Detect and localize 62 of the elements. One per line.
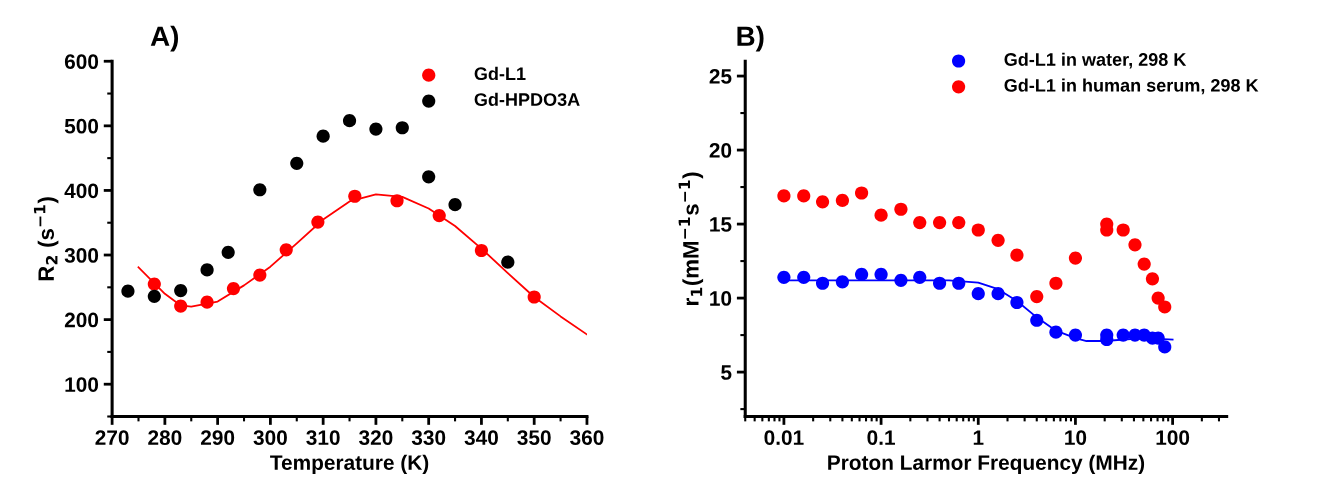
y-tick-label: 300 [64, 248, 99, 263]
point [422, 170, 436, 184]
y-axis-title: R$_{2}$ (s$^{−1}$) [33, 197, 59, 281]
point [253, 183, 267, 197]
x-tick-label: 300 [253, 430, 287, 446]
x-tick-label: 360 [570, 430, 604, 446]
y-tick-label: 10 [710, 291, 732, 306]
chart-title: B) [737, 25, 764, 52]
x-tick-label: 0.1 [867, 430, 895, 445]
chart-title: A) [150, 25, 179, 52]
y-tick-label: 100 [65, 377, 99, 392]
point [121, 284, 135, 298]
point [174, 283, 188, 298]
x-axis-title: Temperature (K) [270, 454, 429, 475]
point [390, 194, 404, 208]
x-tick-label: 320 [359, 430, 393, 446]
legend-label: Gd-HPDO3A [474, 92, 580, 106]
x-tick-label: 280 [148, 430, 182, 445]
y-tick-label: 200 [64, 312, 99, 328]
x-tick-label: 0.01 [764, 430, 804, 445]
point [474, 243, 489, 258]
y-tick-label: 500 [64, 118, 99, 134]
x-tick-label: 10 [1065, 430, 1087, 445]
x-tick-label: 270 [95, 430, 129, 445]
point [316, 129, 330, 143]
point [342, 114, 357, 128]
x-tick-label: 350 [517, 430, 551, 446]
y-tick-label: 25 [709, 69, 732, 84]
point [147, 289, 161, 303]
point [290, 156, 304, 170]
point [311, 215, 325, 229]
point [369, 122, 383, 136]
point [221, 245, 235, 260]
point [432, 209, 446, 223]
point [279, 243, 293, 257]
y-tick-label: 5 [721, 365, 732, 380]
legend-label: Gd-L1 in water, 298 K [1004, 52, 1187, 69]
point [174, 299, 188, 313]
point [147, 277, 161, 291]
x-axis-title: Proton Larmor Frequency (MHz) [828, 454, 1145, 475]
x-tick-label: 340 [464, 430, 498, 446]
point [527, 290, 541, 304]
point [226, 282, 241, 296]
x-tick-label: 1 [973, 430, 984, 445]
x-tick-label: 290 [200, 430, 235, 445]
point [200, 295, 214, 309]
point [253, 268, 267, 282]
x-tick-label: 330 [411, 430, 446, 446]
y-tick-label: 400 [64, 183, 99, 199]
legend-label: Gd-L1 in human serum, 298 K [1004, 78, 1259, 95]
legend-label: Gd-L1 [474, 66, 526, 81]
point [200, 263, 214, 277]
y-axis-title: r$_{1}$(mM$^{−1}$s$^{−1}$) [678, 172, 704, 305]
x-tick-label: 100 [1156, 430, 1190, 445]
y-tick-label: 600 [64, 54, 99, 69]
y-tick-label: 15 [710, 217, 732, 232]
point [501, 255, 515, 269]
point [395, 121, 409, 135]
y-tick-label: 20 [709, 143, 732, 158]
x-tick-label: 310 [306, 430, 340, 446]
point [348, 189, 362, 203]
point [448, 198, 462, 212]
